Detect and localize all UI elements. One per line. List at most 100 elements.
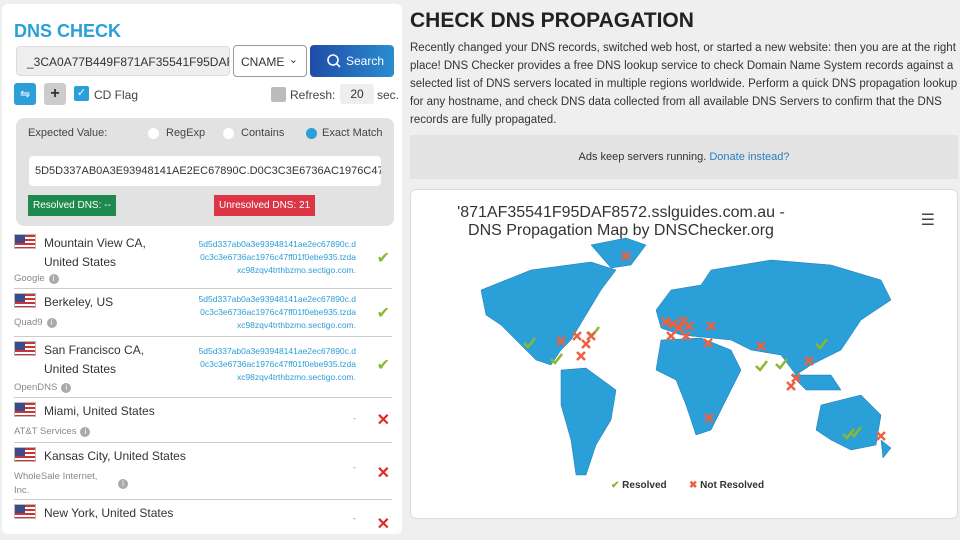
record-type-select[interactable]: CNAME ⌄ — [233, 45, 307, 77]
result-location: Miami, United States — [44, 404, 155, 418]
record-type-value: CNAME — [241, 55, 285, 69]
result-row: Kansas City, United States WholeSale Int… — [14, 443, 392, 500]
indonesia — [790, 374, 842, 391]
unresolved-marker[interactable] — [666, 331, 676, 341]
australia — [815, 394, 882, 451]
unresolved-marker[interactable] — [706, 321, 716, 331]
resolved-marker[interactable] — [775, 358, 788, 370]
unresolved-marker[interactable] — [674, 323, 684, 333]
resolved-marker[interactable] — [550, 353, 563, 365]
chevron-down-icon: ⌄ — [288, 54, 298, 66]
resolved-marker[interactable] — [523, 337, 536, 349]
unresolved-marker[interactable] — [804, 356, 814, 366]
resolved-marker[interactable] — [849, 426, 862, 438]
unresolved-marker[interactable] — [661, 317, 671, 327]
regexp-label: RegExp — [166, 127, 206, 139]
info-icon[interactable]: i — [48, 274, 59, 284]
greenland — [590, 237, 647, 269]
result-row: San Francisco CA, United States OpenDNS i… — [14, 337, 392, 398]
refresh-input[interactable]: 20 — [340, 84, 374, 104]
contains-label: Contains — [241, 127, 285, 139]
right-column: CHECK DNS PROPAGATION Recently changed y… — [410, 9, 958, 519]
continents — [480, 237, 892, 476]
us-flag-icon — [14, 234, 36, 249]
unresolved-marker[interactable] — [668, 319, 678, 329]
result-row: Berkeley, US Quad9 i 5d5d337ab0a3e9394814… — [14, 289, 392, 337]
world-map[interactable] — [411, 190, 958, 519]
result-location: San Francisco CA, United States — [44, 343, 145, 376]
eurasia — [655, 259, 892, 376]
expected-value-input[interactable]: 5D5D337AB0A3E93948141AE2EC67890C.D0C3C3E… — [29, 156, 381, 186]
hostname-input[interactable]: _3CA0A77B449F871AF35541F95DAF8572.sslgui… — [16, 46, 230, 76]
result-row: Miami, United States AT&T Services i - ✕ — [14, 398, 392, 443]
info-icon[interactable]: i — [46, 318, 57, 328]
settings-sliders-icon[interactable]: ⇋ — [14, 83, 36, 105]
info-icon[interactable]: i — [61, 383, 72, 393]
result-location: Berkeley, US — [44, 295, 114, 309]
add-button[interactable]: + — [44, 83, 66, 105]
regexp-radio[interactable] — [148, 128, 159, 139]
result-provider: OpenDNS i — [14, 382, 72, 393]
result-value: 5d5d337ab0a3e93948141ae2ec67890c.d0c3c3e… — [198, 294, 356, 330]
legend-cross-icon: ✖ — [689, 480, 698, 491]
expected-label: Expected Value: — [28, 127, 108, 139]
refresh-checkbox[interactable] — [271, 87, 286, 102]
page-description: Recently changed your DNS records, switc… — [410, 42, 958, 126]
north-america — [480, 261, 617, 366]
donate-link[interactable]: Donate instead? — [709, 151, 790, 163]
panel-title: DNS CHECK — [14, 21, 122, 41]
unresolved-marker[interactable] — [556, 336, 566, 346]
unresolved-marker[interactable] — [576, 351, 586, 361]
result-location: Kansas City, United States — [44, 449, 186, 463]
map-title: '871AF35541F95DAF8572.sslguides.com.au -… — [457, 204, 785, 239]
south-america — [560, 367, 617, 476]
us-flag-icon — [14, 504, 36, 519]
result-value: - — [353, 513, 356, 523]
refresh-label: Refresh: — [290, 88, 336, 102]
cross-icon: ✕ — [376, 516, 390, 533]
page-title: CHECK DNS PROPAGATION — [410, 9, 694, 32]
us-flag-icon — [14, 447, 36, 462]
unresolved-marker[interactable] — [791, 373, 801, 383]
cd-flag-checkbox[interactable]: ✓ — [74, 86, 89, 101]
legend-check-icon: ✔ — [611, 480, 620, 491]
exact-match-radio[interactable] — [306, 128, 317, 139]
result-value: - — [353, 413, 356, 423]
result-value: 5d5d337ab0a3e93948141ae2ec67890c.d0c3c3e… — [198, 239, 356, 275]
search-label: Search — [346, 54, 385, 68]
unresolved-marker[interactable] — [684, 321, 694, 331]
expected-value-box: Expected Value: RegExp Contains Exact Ma… — [16, 118, 394, 226]
search-icon — [327, 54, 341, 68]
unresolved-count-badge: Unresolved DNS: 21 — [214, 195, 316, 216]
check-icon: ✔ — [376, 357, 390, 374]
unresolved-marker[interactable] — [581, 339, 591, 349]
unresolved-marker[interactable] — [681, 331, 691, 341]
unresolved-marker[interactable] — [572, 331, 582, 341]
resolved-count-badge: Resolved DNS: -- — [28, 195, 116, 216]
unresolved-marker[interactable] — [586, 331, 596, 341]
hamburger-menu-icon[interactable]: ☰ — [920, 212, 935, 229]
info-icon[interactable]: i — [80, 427, 91, 437]
resolved-marker[interactable] — [755, 360, 768, 372]
cd-flag-label: CD Flag — [94, 88, 139, 102]
search-button[interactable]: Search — [310, 45, 394, 77]
result-value: 5d5d337ab0a3e93948141ae2ec67890c.d0c3c3e… — [198, 346, 356, 382]
unresolved-marker[interactable] — [621, 251, 631, 261]
result-row: Mountain View CA, United States Google i … — [14, 230, 392, 289]
unresolved-marker[interactable] — [756, 341, 766, 351]
result-provider: Quad9 i — [14, 317, 57, 328]
result-provider: WholeSale Internet, Inc. — [14, 471, 98, 496]
unresolved-marker[interactable] — [704, 413, 714, 423]
check-icon: ✔ — [376, 305, 390, 322]
unresolved-marker[interactable] — [786, 381, 796, 391]
unresolved-marker[interactable] — [703, 338, 713, 348]
contains-radio[interactable] — [223, 128, 234, 139]
legend-resolved: ✔ Resolved — [611, 480, 667, 491]
us-flag-icon — [14, 293, 36, 308]
unresolved-marker[interactable] — [876, 431, 886, 441]
africa — [655, 337, 742, 436]
check-icon: ✔ — [376, 250, 390, 267]
resolved-marker[interactable] — [815, 338, 828, 350]
us-flag-icon — [14, 402, 36, 417]
info-icon[interactable]: i — [118, 479, 128, 489]
